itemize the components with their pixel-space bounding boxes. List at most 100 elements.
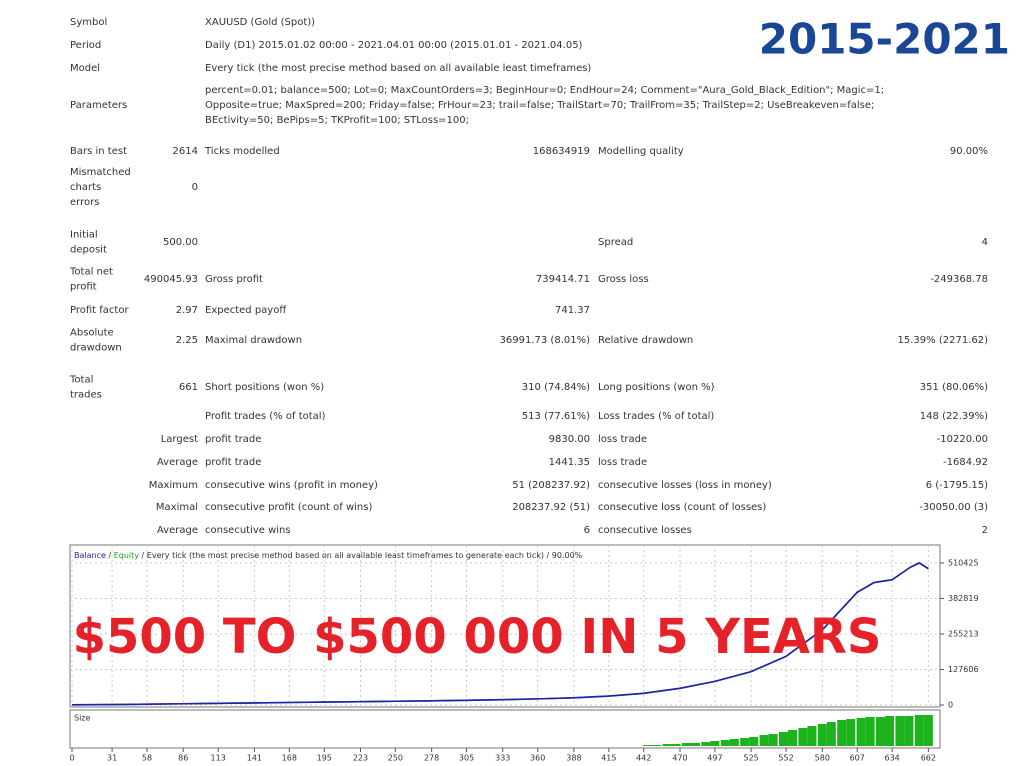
row-value3: -30050.00 (3) — [919, 502, 988, 513]
row-value2: 1441.35 — [549, 457, 590, 468]
row-label2: Ticks modelled — [204, 146, 280, 157]
row-label3: consecutive loss (count of losses) — [598, 502, 766, 513]
row-label: Mismatched — [70, 167, 131, 178]
parameter-line: Opposite=true; MaxSpred=200; Friday=fals… — [205, 100, 874, 111]
size-bar — [701, 742, 711, 746]
parameter-line: BEctivity=50; BePips=5; TKProfit=100; ST… — [205, 115, 469, 126]
size-bar — [662, 744, 672, 746]
size-bar — [817, 724, 827, 746]
x-tick-label: 113 — [211, 754, 226, 763]
size-bar — [720, 740, 730, 746]
row-label: trades — [70, 390, 102, 401]
row-label: deposit — [70, 245, 107, 256]
row-value2: 36991.73 (8.01%) — [500, 335, 591, 346]
legend-balance: Balance — [74, 551, 106, 560]
row-value2: 739414.71 — [536, 274, 590, 285]
x-tick-label: 223 — [353, 754, 368, 763]
row-label3: Modelling quality — [598, 146, 684, 157]
x-tick-label: 662 — [921, 754, 936, 763]
row-value2: 513 (77.61%) — [522, 411, 590, 422]
x-tick-label: 552 — [778, 754, 793, 763]
size-bar — [837, 720, 847, 746]
row-value3: -10220.00 — [937, 434, 988, 445]
row-label3: Relative drawdown — [598, 335, 693, 346]
row-label2: consecutive wins (profit in money) — [205, 480, 378, 491]
row-label: Parameters — [70, 100, 127, 111]
row-label3: consecutive losses (loss in money) — [598, 480, 772, 491]
row-label: errors — [70, 197, 99, 208]
row-label2: Profit trades (% of total) — [205, 411, 326, 422]
row-label: Absolute — [70, 328, 114, 339]
row-value2: 168634919 — [533, 146, 590, 157]
row-value: Maximum — [149, 480, 198, 491]
row-label: Symbol — [70, 17, 107, 28]
x-tick-label: 415 — [601, 754, 616, 763]
size-bar — [846, 719, 856, 746]
separator: / — [108, 551, 111, 560]
x-tick-label: 195 — [317, 754, 332, 763]
row-label2: profit trade — [205, 457, 261, 468]
row-text: Daily (D1) 2015.01.02 00:00 - 2021.04.01… — [205, 40, 583, 51]
size-bar — [749, 737, 759, 746]
size-bar — [788, 730, 798, 746]
chart-subtitle: / Every tick (the most precise method ba… — [142, 551, 583, 560]
row-value: Largest — [161, 434, 198, 445]
x-tick-label: 86 — [178, 754, 188, 763]
row-value3: -1684.92 — [943, 457, 988, 468]
size-bar — [671, 744, 681, 746]
row-value3: 90.00% — [950, 146, 988, 157]
row-label: Bars in test — [70, 146, 127, 157]
row-label2: Short positions (won %) — [205, 382, 324, 393]
size-bar — [826, 722, 836, 746]
size-bar — [691, 743, 701, 746]
chart-frame — [69, 544, 941, 708]
row-label: Profit factor — [70, 305, 129, 316]
size-bar — [729, 739, 739, 746]
size-bar — [643, 745, 653, 746]
y-tick-label: 127606 — [948, 665, 979, 674]
row-label3: Loss trades (% of total) — [598, 411, 714, 422]
x-tick-label: 607 — [850, 754, 865, 763]
x-tick-label: 31 — [107, 754, 117, 763]
row-label3: loss trade — [598, 457, 647, 468]
x-tick-label: 580 — [815, 754, 830, 763]
row-label2: consecutive wins — [205, 525, 291, 536]
x-tick-label: 442 — [636, 754, 651, 763]
row-label3: Long positions (won %) — [598, 382, 715, 393]
x-tick-label: 58 — [142, 754, 152, 763]
y-tick-label: 382819 — [948, 594, 979, 603]
size-bar — [904, 716, 914, 746]
row-value2: 741.37 — [555, 305, 590, 316]
row-value3: 2 — [982, 525, 988, 536]
row-label3: loss trade — [598, 434, 647, 445]
x-tick-label: 0 — [69, 754, 74, 763]
row-value: 2.25 — [176, 335, 198, 346]
x-tick-label: 141 — [247, 754, 262, 763]
row-value3: 15.39% (2271.62) — [898, 335, 989, 346]
row-value3: 4 — [982, 237, 988, 248]
row-text: XAUUSD (Gold (Spot)) — [205, 17, 315, 28]
x-tick-label: 168 — [282, 754, 297, 763]
overlay-text: $500 TO $500 000 IN 5 YEARS — [73, 609, 882, 665]
line-balance — [71, 562, 929, 706]
row-label2: Expected payoff — [205, 305, 287, 316]
size-bar — [856, 718, 866, 746]
size-bar — [875, 717, 885, 746]
size-bar — [759, 735, 769, 746]
chart-header: Balance / Equity / Every tick (the most … — [74, 551, 583, 560]
row-label: Period — [70, 40, 101, 51]
x-tick-label: 388 — [566, 754, 581, 763]
size-bar — [865, 717, 875, 746]
y-tick-label: 510425 — [948, 558, 979, 567]
row-label: drawdown — [70, 343, 122, 354]
size-bar — [681, 743, 691, 746]
period-badge: 2015-2021 — [759, 15, 1010, 64]
row-label3: Spread — [598, 237, 633, 248]
row-value: 490045.93 — [144, 274, 198, 285]
row-value3: 148 (22.39%) — [920, 411, 988, 422]
row-label2: Gross profit — [205, 274, 263, 285]
row-value2: 310 (74.84%) — [522, 382, 590, 393]
size-bar — [807, 726, 817, 746]
row-text: Every tick (the most precise method base… — [205, 63, 591, 74]
